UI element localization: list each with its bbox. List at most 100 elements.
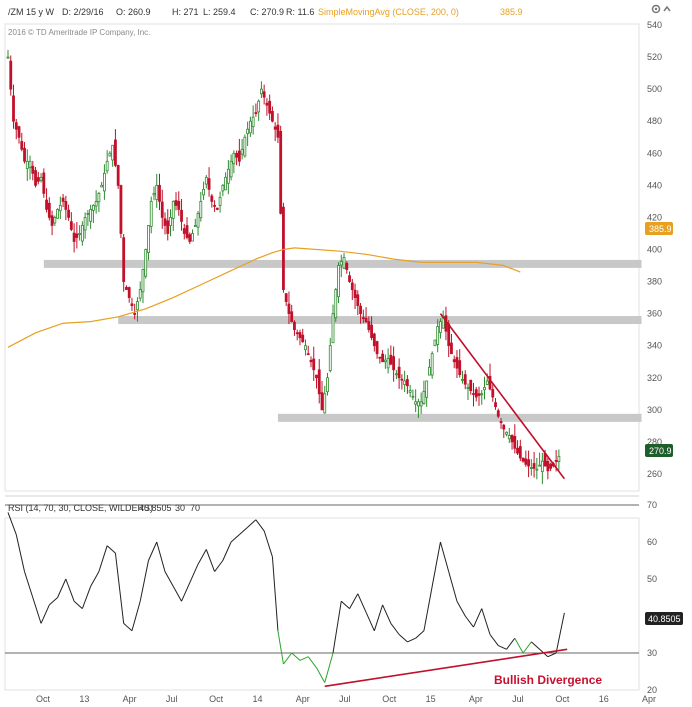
price-tick-label: 360: [647, 309, 662, 319]
candle-body: [114, 139, 117, 166]
candle-body: [235, 153, 239, 158]
rsi-line-segment: [473, 608, 483, 628]
support-band: [277, 413, 642, 422]
candle-body: [224, 176, 227, 191]
candle-body: [254, 112, 258, 114]
candle-body: [524, 458, 528, 465]
rsi-line-segment: [40, 604, 50, 624]
candle-body: [502, 424, 506, 430]
candle-body: [364, 317, 368, 323]
rsi-line-segment: [139, 560, 149, 602]
rsi-line-segment: [106, 545, 116, 554]
candle-body: [532, 463, 536, 469]
price-tick-label: 520: [647, 52, 662, 62]
price-header: /ZM 15 y W D: 2/29/16 O: 260.9 H: 271 L:…: [8, 4, 671, 37]
rsi-line-segment: [230, 534, 240, 543]
candle-body: [529, 467, 533, 469]
time-tick-label: Apr: [642, 694, 656, 704]
time-tick-label: 14: [252, 694, 262, 704]
price-tick-label: 340: [647, 341, 662, 351]
collapse-icon[interactable]: [663, 5, 671, 12]
candle-body: [510, 434, 514, 443]
candle-body: [312, 358, 316, 371]
candle-body: [301, 334, 305, 343]
rsi-value-label: 40.8505: [139, 503, 172, 513]
price-tick-label: 420: [647, 212, 662, 222]
rsi-line-segment: [48, 597, 58, 606]
candle-body: [306, 353, 310, 356]
candle-body: [477, 393, 481, 396]
candle-body: [130, 303, 134, 307]
rsi-line-segment: [332, 601, 342, 654]
candle-body: [450, 342, 453, 355]
candle-body: [372, 333, 376, 347]
header-range: R: 11.6: [286, 7, 314, 17]
rsi-line-segment: [114, 553, 125, 624]
candle-body: [240, 148, 244, 155]
sma-line: [7, 247, 521, 348]
candle-body: [246, 128, 250, 135]
candle-body: [337, 265, 340, 298]
candle-body: [472, 393, 475, 395]
rsi-line-segment: [522, 641, 532, 654]
candle-body: [394, 373, 398, 376]
rsi-line-segment: [205, 549, 216, 572]
candle-body: [315, 374, 318, 379]
candle-body: [116, 164, 120, 186]
candle-body: [535, 468, 539, 471]
candle-body: [540, 460, 544, 473]
candle-body: [80, 225, 84, 242]
rsi-line-segment: [156, 541, 166, 572]
candle-body: [248, 120, 252, 134]
candle-body: [160, 201, 164, 218]
rsi-line-segment: [415, 630, 425, 639]
rsi-line-segment: [316, 667, 326, 683]
divergence-line: [324, 648, 568, 688]
candle-body: [466, 386, 470, 389]
candle-body: [17, 126, 21, 138]
candle-body: [39, 176, 43, 181]
rsi-line-segment: [164, 571, 174, 587]
candle-body: [31, 165, 35, 174]
candle-body: [20, 141, 24, 150]
candle-body: [304, 345, 307, 351]
candle-body: [174, 200, 178, 206]
candle-body: [47, 202, 51, 218]
rsi-line-segment: [382, 604, 392, 624]
candle-body: [215, 207, 219, 210]
candle-body: [138, 289, 142, 299]
header-symbol: /ZM 15 y W: [8, 7, 55, 17]
rsi-line-segment: [498, 645, 507, 650]
candle-body: [86, 213, 90, 215]
rsi-line-segment: [398, 634, 408, 643]
rsi-line-segment: [247, 519, 257, 528]
candle-body: [397, 366, 401, 379]
rsi-value-badge: 40.8505: [645, 612, 683, 625]
rsi-line-segment: [239, 526, 248, 535]
candle-body: [25, 160, 29, 169]
candle-body: [191, 233, 194, 242]
candle-body: [483, 386, 486, 391]
rsi-study-label: RSI (14, 70, 30, CLOSE, WILDERS): [8, 503, 153, 513]
candle-body: [133, 313, 137, 315]
candle-body: [147, 225, 150, 254]
time-axis: Oct 13 Apr Jul Oct 14 Apr Jul Oct 15 Apr Jul Oct 16 Ap…: [36, 694, 656, 704]
header-low: L: 259.4: [203, 7, 236, 17]
candle-body: [428, 366, 431, 376]
candle-body: [229, 160, 233, 178]
candle-body: [226, 168, 230, 184]
candle-body: [271, 111, 274, 122]
candle-body: [50, 215, 54, 226]
candle-body: [260, 88, 263, 95]
svg-text:385.9: 385.9: [649, 224, 672, 234]
gear-icon[interactable]: [651, 4, 661, 14]
candle-body: [262, 91, 266, 98]
candle-body: [202, 188, 205, 196]
candle-body: [295, 332, 299, 335]
candle-body: [207, 178, 211, 190]
candle-body: [309, 359, 313, 363]
rsi-line-segment: [423, 586, 433, 631]
price-tick-label: 460: [647, 148, 662, 158]
candle-body: [422, 390, 426, 404]
